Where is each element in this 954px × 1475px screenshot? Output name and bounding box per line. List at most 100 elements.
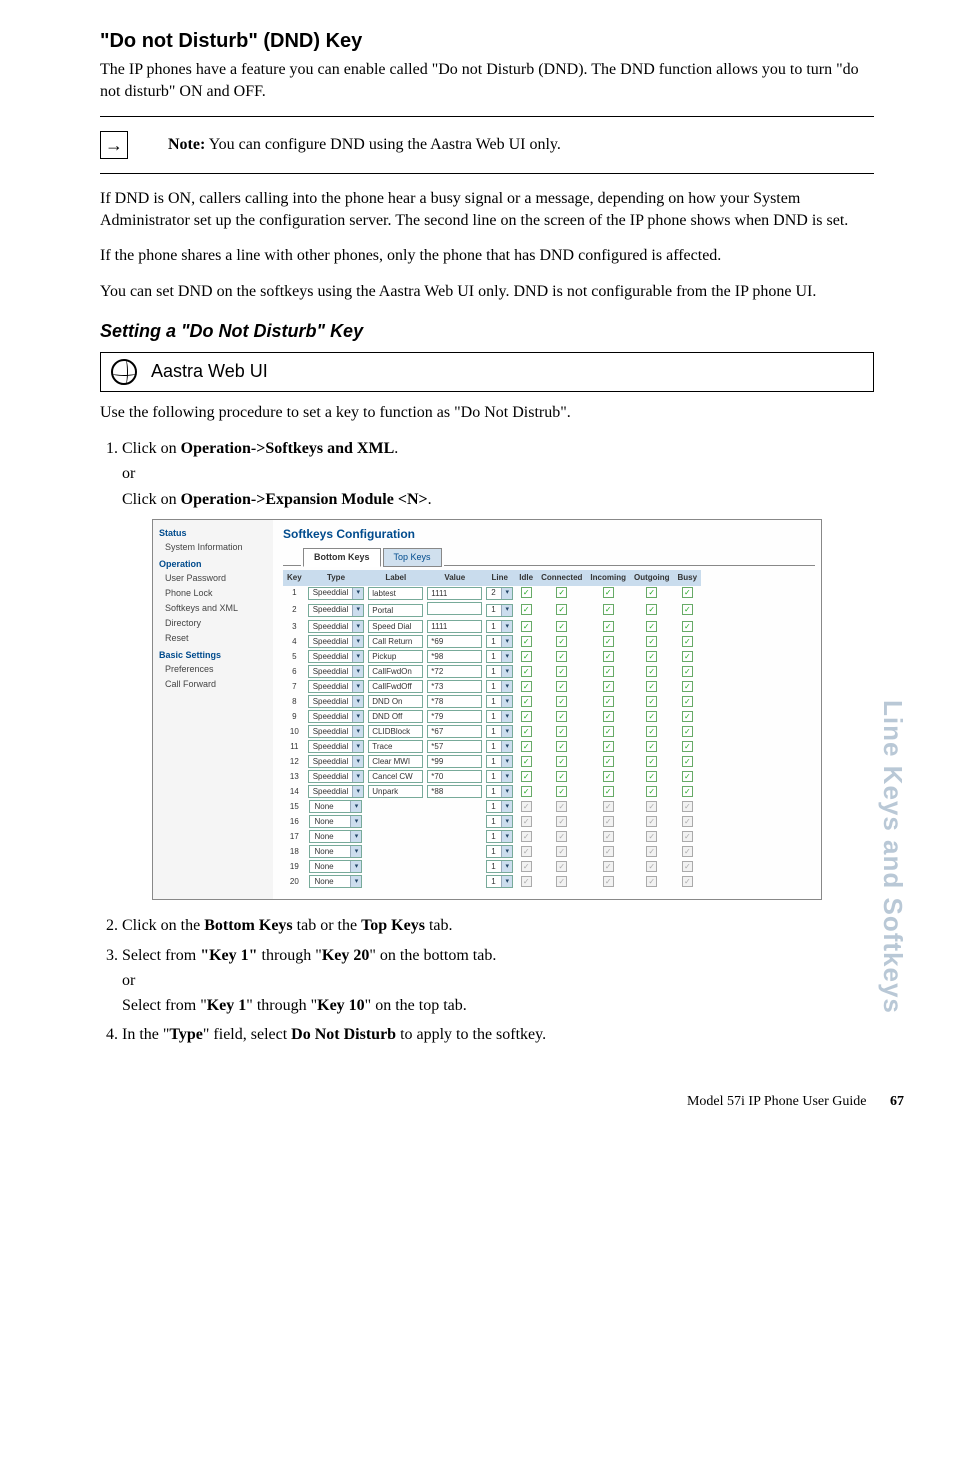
state-checkbox[interactable]: ✓ xyxy=(556,621,567,632)
type-dropdown[interactable]: None▾ xyxy=(309,815,362,828)
state-checkbox[interactable]: ✓ xyxy=(682,786,693,797)
value-input[interactable]: *99 xyxy=(427,755,482,768)
label-input[interactable]: labtest xyxy=(368,587,423,600)
line-dropdown[interactable]: 1▾ xyxy=(486,830,513,843)
state-checkbox[interactable]: ✓ xyxy=(556,711,567,722)
state-checkbox[interactable]: ✓ xyxy=(603,771,614,782)
state-checkbox[interactable]: ✓ xyxy=(603,604,614,615)
state-checkbox[interactable]: ✓ xyxy=(603,681,614,692)
type-dropdown[interactable]: Speeddial▾ xyxy=(308,770,365,783)
type-dropdown[interactable]: Speeddial▾ xyxy=(308,755,365,768)
state-checkbox[interactable]: ✓ xyxy=(521,696,532,707)
state-checkbox[interactable]: ✓ xyxy=(646,587,657,598)
state-checkbox[interactable]: ✓ xyxy=(646,666,657,677)
line-dropdown[interactable]: 1▾ xyxy=(486,725,513,738)
type-dropdown[interactable]: None▾ xyxy=(309,860,362,873)
nav-status[interactable]: Status xyxy=(159,527,269,540)
state-checkbox[interactable]: ✓ xyxy=(682,771,693,782)
state-checkbox[interactable]: ✓ xyxy=(521,711,532,722)
state-checkbox[interactable]: ✓ xyxy=(521,621,532,632)
state-checkbox[interactable]: ✓ xyxy=(603,621,614,632)
state-checkbox[interactable]: ✓ xyxy=(603,786,614,797)
state-checkbox[interactable]: ✓ xyxy=(682,756,693,767)
type-dropdown[interactable]: None▾ xyxy=(309,845,362,858)
state-checkbox[interactable]: ✓ xyxy=(682,711,693,722)
state-checkbox[interactable]: ✓ xyxy=(556,696,567,707)
value-input[interactable]: *79 xyxy=(427,710,482,723)
value-input[interactable]: *57 xyxy=(427,740,482,753)
state-checkbox[interactable]: ✓ xyxy=(646,756,657,767)
state-checkbox[interactable]: ✓ xyxy=(556,726,567,737)
state-checkbox[interactable]: ✓ xyxy=(646,696,657,707)
line-dropdown[interactable]: 1▾ xyxy=(486,650,513,663)
type-dropdown[interactable]: None▾ xyxy=(309,800,362,813)
nav-userpw[interactable]: User Password xyxy=(159,571,269,586)
state-checkbox[interactable]: ✓ xyxy=(646,621,657,632)
value-input[interactable]: 1111 xyxy=(427,587,482,600)
type-dropdown[interactable]: Speeddial▾ xyxy=(308,604,365,617)
state-checkbox[interactable]: ✓ xyxy=(682,681,693,692)
label-input[interactable]: CallFwdOff xyxy=(368,680,423,693)
state-checkbox[interactable]: ✓ xyxy=(521,726,532,737)
type-dropdown[interactable]: Speeddial▾ xyxy=(308,587,365,600)
type-dropdown[interactable]: Speeddial▾ xyxy=(308,680,365,693)
state-checkbox[interactable]: ✓ xyxy=(521,786,532,797)
nav-phonelock[interactable]: Phone Lock xyxy=(159,586,269,601)
line-dropdown[interactable]: 1▾ xyxy=(486,604,513,617)
line-dropdown[interactable]: 1▾ xyxy=(486,710,513,723)
value-input[interactable]: *78 xyxy=(427,695,482,708)
state-checkbox[interactable]: ✓ xyxy=(521,681,532,692)
state-checkbox[interactable]: ✓ xyxy=(556,786,567,797)
state-checkbox[interactable]: ✓ xyxy=(603,726,614,737)
state-checkbox[interactable]: ✓ xyxy=(682,666,693,677)
line-dropdown[interactable]: 1▾ xyxy=(486,635,513,648)
state-checkbox[interactable]: ✓ xyxy=(603,666,614,677)
state-checkbox[interactable]: ✓ xyxy=(556,771,567,782)
type-dropdown[interactable]: Speeddial▾ xyxy=(308,650,365,663)
state-checkbox[interactable]: ✓ xyxy=(556,636,567,647)
value-input[interactable]: *72 xyxy=(427,665,482,678)
line-dropdown[interactable]: 1▾ xyxy=(486,845,513,858)
state-checkbox[interactable]: ✓ xyxy=(603,696,614,707)
value-input[interactable]: 1111 xyxy=(427,620,482,633)
state-checkbox[interactable]: ✓ xyxy=(603,636,614,647)
label-input[interactable]: Cancel CW xyxy=(368,770,423,783)
line-dropdown[interactable]: 2▾ xyxy=(486,587,513,600)
line-dropdown[interactable]: 1▾ xyxy=(486,800,513,813)
type-dropdown[interactable]: Speeddial▾ xyxy=(308,620,365,633)
label-input[interactable]: Call Return xyxy=(368,635,423,648)
nav-directory[interactable]: Directory xyxy=(159,616,269,631)
state-checkbox[interactable]: ✓ xyxy=(682,604,693,615)
type-dropdown[interactable]: None▾ xyxy=(309,830,362,843)
label-input[interactable]: Unpark xyxy=(368,785,423,798)
label-input[interactable]: DND Off xyxy=(368,710,423,723)
state-checkbox[interactable]: ✓ xyxy=(521,636,532,647)
line-dropdown[interactable]: 1▾ xyxy=(486,815,513,828)
state-checkbox[interactable]: ✓ xyxy=(646,726,657,737)
state-checkbox[interactable]: ✓ xyxy=(682,696,693,707)
state-checkbox[interactable]: ✓ xyxy=(646,604,657,615)
state-checkbox[interactable]: ✓ xyxy=(556,651,567,662)
state-checkbox[interactable]: ✓ xyxy=(556,681,567,692)
line-dropdown[interactable]: 1▾ xyxy=(486,680,513,693)
label-input[interactable]: Pickup xyxy=(368,650,423,663)
line-dropdown[interactable]: 1▾ xyxy=(486,860,513,873)
nav-basic[interactable]: Basic Settings xyxy=(159,649,269,662)
value-input[interactable]: *67 xyxy=(427,725,482,738)
label-input[interactable]: Trace xyxy=(368,740,423,753)
state-checkbox[interactable]: ✓ xyxy=(556,604,567,615)
line-dropdown[interactable]: 1▾ xyxy=(486,770,513,783)
label-input[interactable]: CallFwdOn xyxy=(368,665,423,678)
value-input[interactable] xyxy=(427,602,482,615)
state-checkbox[interactable]: ✓ xyxy=(603,756,614,767)
line-dropdown[interactable]: 1▾ xyxy=(486,665,513,678)
state-checkbox[interactable]: ✓ xyxy=(646,711,657,722)
line-dropdown[interactable]: 1▾ xyxy=(486,785,513,798)
state-checkbox[interactable]: ✓ xyxy=(521,741,532,752)
value-input[interactable]: *73 xyxy=(427,680,482,693)
type-dropdown[interactable]: Speeddial▾ xyxy=(308,740,365,753)
label-input[interactable]: Speed Dial xyxy=(368,620,423,633)
state-checkbox[interactable]: ✓ xyxy=(682,621,693,632)
state-checkbox[interactable]: ✓ xyxy=(556,756,567,767)
nav-operation[interactable]: Operation xyxy=(159,558,269,571)
